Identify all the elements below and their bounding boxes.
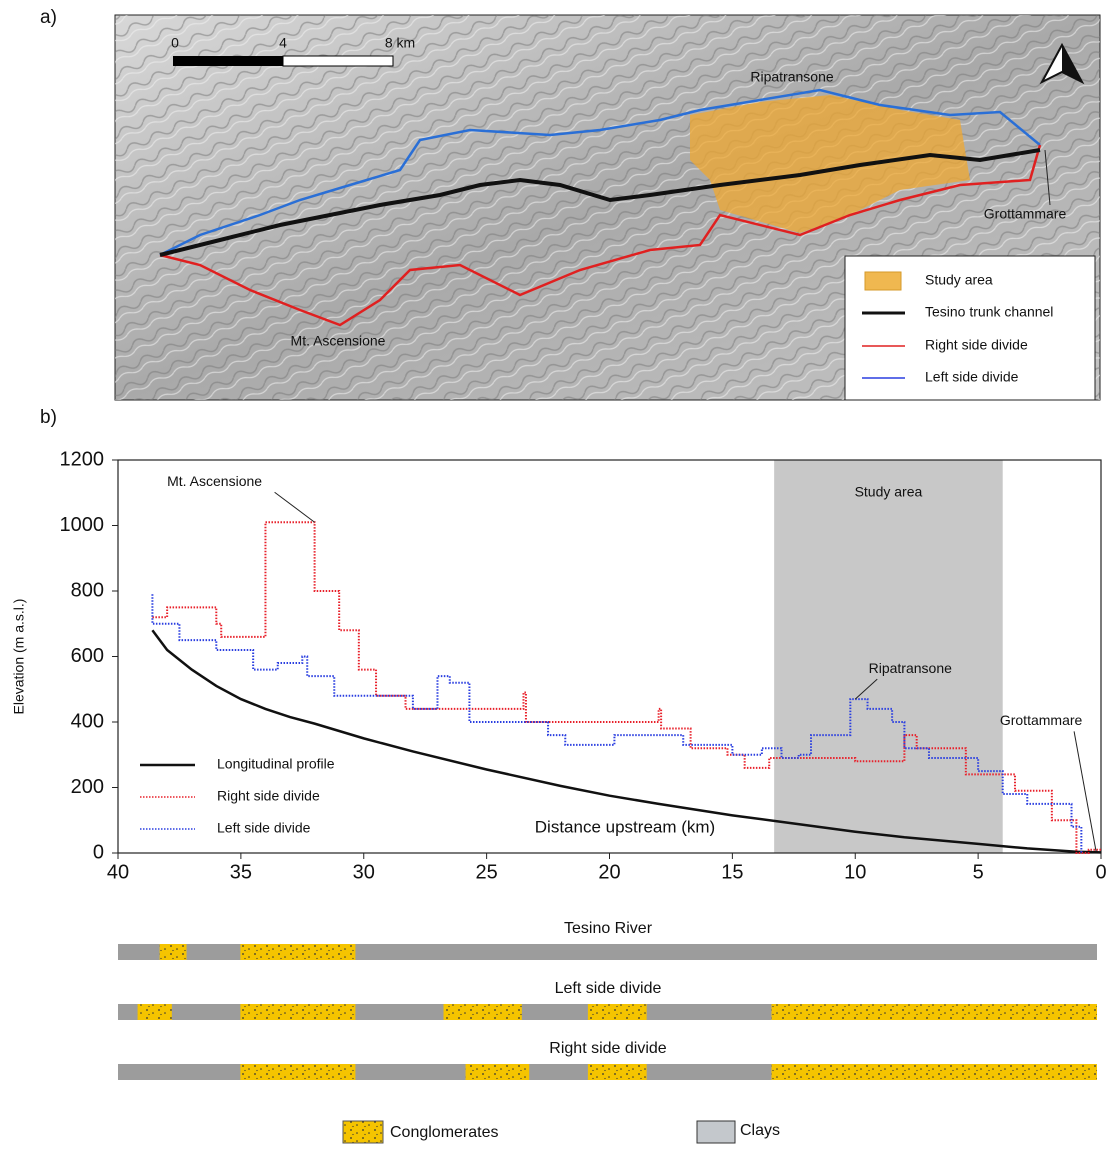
x-axis-label: Distance upstream (km) xyxy=(535,817,715,836)
study-span xyxy=(774,460,1003,853)
annotation-leader xyxy=(854,678,878,700)
x-tick-label: 15 xyxy=(721,861,743,883)
y-tick-label: 0 xyxy=(93,841,104,863)
panel-label: a) xyxy=(40,7,57,28)
legend-label: Tesino trunk channel xyxy=(925,304,1053,320)
lithology: Tesino River Left side divide Right side d… xyxy=(118,920,1097,1144)
y-axis-label: Elevation (m a.s.l.) xyxy=(11,599,27,715)
annotation: Grottammare xyxy=(1000,712,1083,728)
strip-title: Left side divide xyxy=(555,980,662,997)
x-tick-label: 20 xyxy=(598,861,620,883)
conglomerate-texture xyxy=(137,1004,172,1020)
x-tick-label: 10 xyxy=(844,861,866,883)
legend-swatch xyxy=(343,1121,383,1143)
annotation-leader xyxy=(274,491,315,523)
legend-label: Right side divide xyxy=(217,788,320,804)
north-arrow xyxy=(1062,45,1082,82)
y-tick-label: 800 xyxy=(71,579,104,601)
series-line xyxy=(152,521,1101,854)
place-label: Ripatransone xyxy=(750,69,833,85)
scale-label: 0 xyxy=(171,35,179,51)
conglomerate-texture xyxy=(240,1004,356,1020)
trunk-channel xyxy=(159,148,1041,257)
legend-label: Conglomerates xyxy=(390,1124,499,1141)
annotation: Ripatransone xyxy=(869,660,952,676)
span-label: Study area xyxy=(855,484,923,500)
conglomerate-texture xyxy=(587,1064,647,1080)
x-tick-label: 5 xyxy=(973,861,984,883)
series-line xyxy=(151,629,1102,854)
legend-label: Left side divide xyxy=(217,820,311,836)
scale-bar xyxy=(173,56,283,66)
legend-label: Study area xyxy=(925,272,993,288)
conglomerate-texture xyxy=(771,1064,1097,1080)
legend-swatch xyxy=(696,1120,736,1144)
x-tick-label: 40 xyxy=(107,861,129,883)
strip-title: Right side divide xyxy=(549,1040,667,1057)
legend-label: Right side divide xyxy=(925,337,1028,353)
conglomerate-texture xyxy=(240,944,356,960)
legend-label: Left side divide xyxy=(925,369,1019,385)
annotation: Mt. Ascensione xyxy=(167,473,262,489)
y-tick-label: 400 xyxy=(71,710,104,732)
x-tick-label: 25 xyxy=(476,861,498,883)
conglomerate-texture xyxy=(587,1004,647,1020)
map: 0 4 8 km Ripatransone Grottammare Mt. As… xyxy=(114,14,1101,401)
y-tick-label: 1200 xyxy=(60,448,105,470)
strip-title: Tesino River xyxy=(564,920,653,937)
panel-label: b) xyxy=(40,407,57,428)
scale-label: 8 km xyxy=(385,35,415,51)
legend-label: Longitudinal profile xyxy=(217,756,335,772)
scale-label: 4 xyxy=(279,35,287,51)
conglomerate-texture xyxy=(159,944,187,960)
place-label: Grottammare xyxy=(984,206,1067,222)
leader-line xyxy=(1044,149,1051,206)
y-tick-label: 200 xyxy=(71,776,104,798)
annotation-leader xyxy=(1073,731,1097,852)
place-label: Mt. Ascensione xyxy=(291,333,386,349)
x-tick-label: 0 xyxy=(1095,861,1106,883)
conglomerate-texture xyxy=(443,1004,522,1020)
x-tick-label: 35 xyxy=(230,861,252,883)
y-tick-label: 600 xyxy=(71,645,104,667)
left-divide xyxy=(159,88,1041,257)
conglomerate-texture xyxy=(771,1004,1097,1020)
scale-bar xyxy=(282,55,394,67)
x-tick-label: 30 xyxy=(353,861,375,883)
study-area xyxy=(690,95,970,233)
y-tick-label: 1000 xyxy=(60,514,105,536)
legend-label: Clays xyxy=(740,1122,780,1139)
conglomerate-texture xyxy=(240,1064,356,1080)
right-divide xyxy=(159,144,1042,327)
legend-swatch xyxy=(864,271,902,291)
conglomerate-texture xyxy=(465,1064,530,1080)
clay-strip xyxy=(118,944,1097,960)
